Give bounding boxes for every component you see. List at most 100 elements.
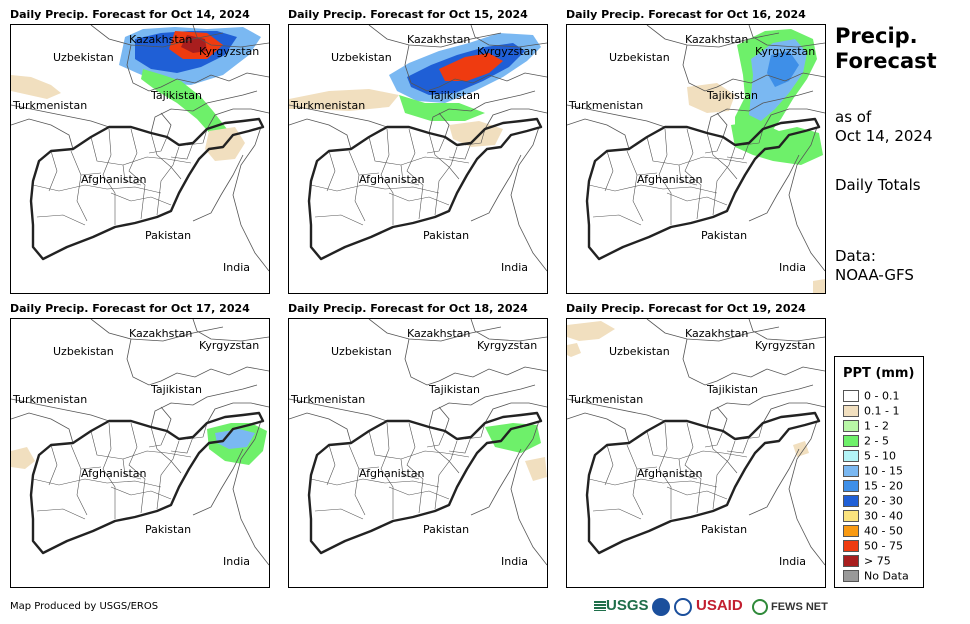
forecast-panel-6: Daily Precip. Forecast for Oct 19, 2024 … [566, 302, 826, 592]
country-border [428, 90, 536, 134]
legend-item: 2 - 5 [843, 434, 889, 448]
country-border [470, 448, 522, 516]
province-border [712, 440, 736, 510]
forecast-map: Kazakhstan Uzbekistan Kyrgyzstan Turkmenist… [10, 24, 270, 294]
province-border [678, 458, 698, 480]
country-label: Kyrgyzstan [199, 45, 259, 58]
country-label: Kyrgyzstan [477, 339, 537, 352]
country-border [404, 338, 547, 386]
province-border [32, 478, 162, 488]
province-border [170, 436, 194, 454]
province-border [684, 128, 702, 220]
province-border [128, 128, 146, 220]
legend-label: 10 - 15 [864, 464, 903, 478]
afghanistan-border [307, 411, 543, 555]
legend-swatch [843, 435, 859, 447]
country-label: Turkmenistan [290, 99, 365, 112]
province-border [48, 150, 58, 192]
province-border [314, 214, 364, 226]
afghanistan-border [29, 411, 265, 555]
country-border [510, 420, 547, 566]
legend-label: 2 - 5 [864, 434, 889, 448]
country-label: Kyrgyzstan [755, 339, 815, 352]
province-border [348, 150, 366, 222]
legend-swatch [843, 540, 859, 552]
country-border [706, 384, 814, 428]
country-label: Pakistan [701, 229, 747, 242]
country-label: Tajikistan [428, 383, 480, 396]
legend-label: 20 - 30 [864, 494, 903, 508]
province-border [70, 444, 88, 516]
province-border [90, 136, 192, 166]
province-border [588, 184, 718, 194]
country-border [567, 118, 630, 150]
country-label: Afghanistan [81, 467, 147, 480]
country-label: Afghanistan [637, 467, 703, 480]
country-label: Tajikistan [150, 89, 202, 102]
province-border [102, 422, 116, 519]
province-border [434, 440, 458, 510]
legend-title: PPT (mm) [843, 366, 915, 381]
forecast-map: Kazakhstan Uzbekistan Kyrgyzstan Turkmenist… [10, 318, 270, 588]
province-border [314, 508, 364, 520]
forecast-panel-4: Daily Precip. Forecast for Oct 17, 2024 … [10, 302, 270, 592]
usaid-logo: USAID [696, 597, 743, 614]
province-border [400, 458, 420, 480]
panel-title: Daily Precip. Forecast for Oct 18, 2024 [288, 302, 528, 315]
legend-swatch [843, 480, 859, 492]
country-border [788, 420, 825, 566]
country-border [762, 402, 825, 424]
country-label: Kazakhstan [129, 327, 192, 340]
country-border [150, 384, 258, 428]
legend-label: 0.1 - 1 [864, 404, 900, 418]
precip-area [567, 321, 615, 341]
country-border [192, 448, 244, 516]
country-label: Afghanistan [359, 467, 425, 480]
precip-area [215, 429, 255, 449]
country-border [706, 90, 814, 134]
forecast-map: Kazakhstan Uzbekistan Kyrgyzstan Turkmenist… [566, 24, 826, 294]
forecast-map-svg: Kazakhstan Uzbekistan Kyrgyzstan Turkmenist… [11, 319, 269, 568]
legend-label: 40 - 50 [864, 524, 903, 538]
forecast-map-svg: Kazakhstan Uzbekistan Kyrgyzstan Turkmenist… [11, 25, 269, 274]
province-border [348, 444, 366, 516]
province-border [626, 150, 644, 222]
country-border [748, 154, 800, 222]
province-border [588, 478, 718, 488]
country-label: Kyrgyzstan [199, 339, 259, 352]
side-title: Precip. Forecast [835, 24, 937, 73]
province-border [380, 422, 394, 519]
usgs-logo: USGS [594, 597, 649, 614]
forecast-panel-3: Daily Precip. Forecast for Oct 16, 2024 … [566, 8, 826, 298]
legend-label: > 75 [864, 554, 891, 568]
country-border [567, 398, 666, 422]
province-border [70, 150, 88, 222]
country-border [470, 154, 522, 222]
country-label: Kazakhstan [407, 33, 470, 46]
precip-area [687, 83, 735, 113]
country-label: Turkmenistan [12, 99, 87, 112]
country-label: Pakistan [701, 523, 747, 536]
country-label: Tajikistan [706, 383, 758, 396]
country-label: India [779, 555, 806, 568]
precip-area [813, 279, 825, 293]
province-border [186, 128, 208, 146]
panel-title: Daily Precip. Forecast for Oct 17, 2024 [10, 302, 250, 315]
legend-item: 40 - 50 [843, 524, 903, 538]
precip-area [11, 75, 61, 99]
country-border [11, 412, 74, 444]
legend-item: No Data [843, 569, 909, 583]
legend-item: 20 - 30 [843, 494, 903, 508]
country-border [470, 25, 547, 48]
province-border [636, 466, 658, 470]
panel-title: Daily Precip. Forecast for Oct 19, 2024 [566, 302, 806, 315]
province-border [156, 440, 180, 510]
legend-label: No Data [864, 569, 909, 583]
panel-title: Daily Precip. Forecast for Oct 14, 2024 [10, 8, 250, 21]
country-label: Uzbekistan [53, 51, 114, 64]
precip-area [289, 89, 399, 111]
forecast-panel-5: Daily Precip. Forecast for Oct 18, 2024 … [288, 302, 548, 592]
forecast-map: Kazakhstan Uzbekistan Kyrgyzstan Turkmenist… [288, 24, 548, 294]
precip-area [399, 95, 485, 121]
country-label: Kyrgyzstan [755, 45, 815, 58]
